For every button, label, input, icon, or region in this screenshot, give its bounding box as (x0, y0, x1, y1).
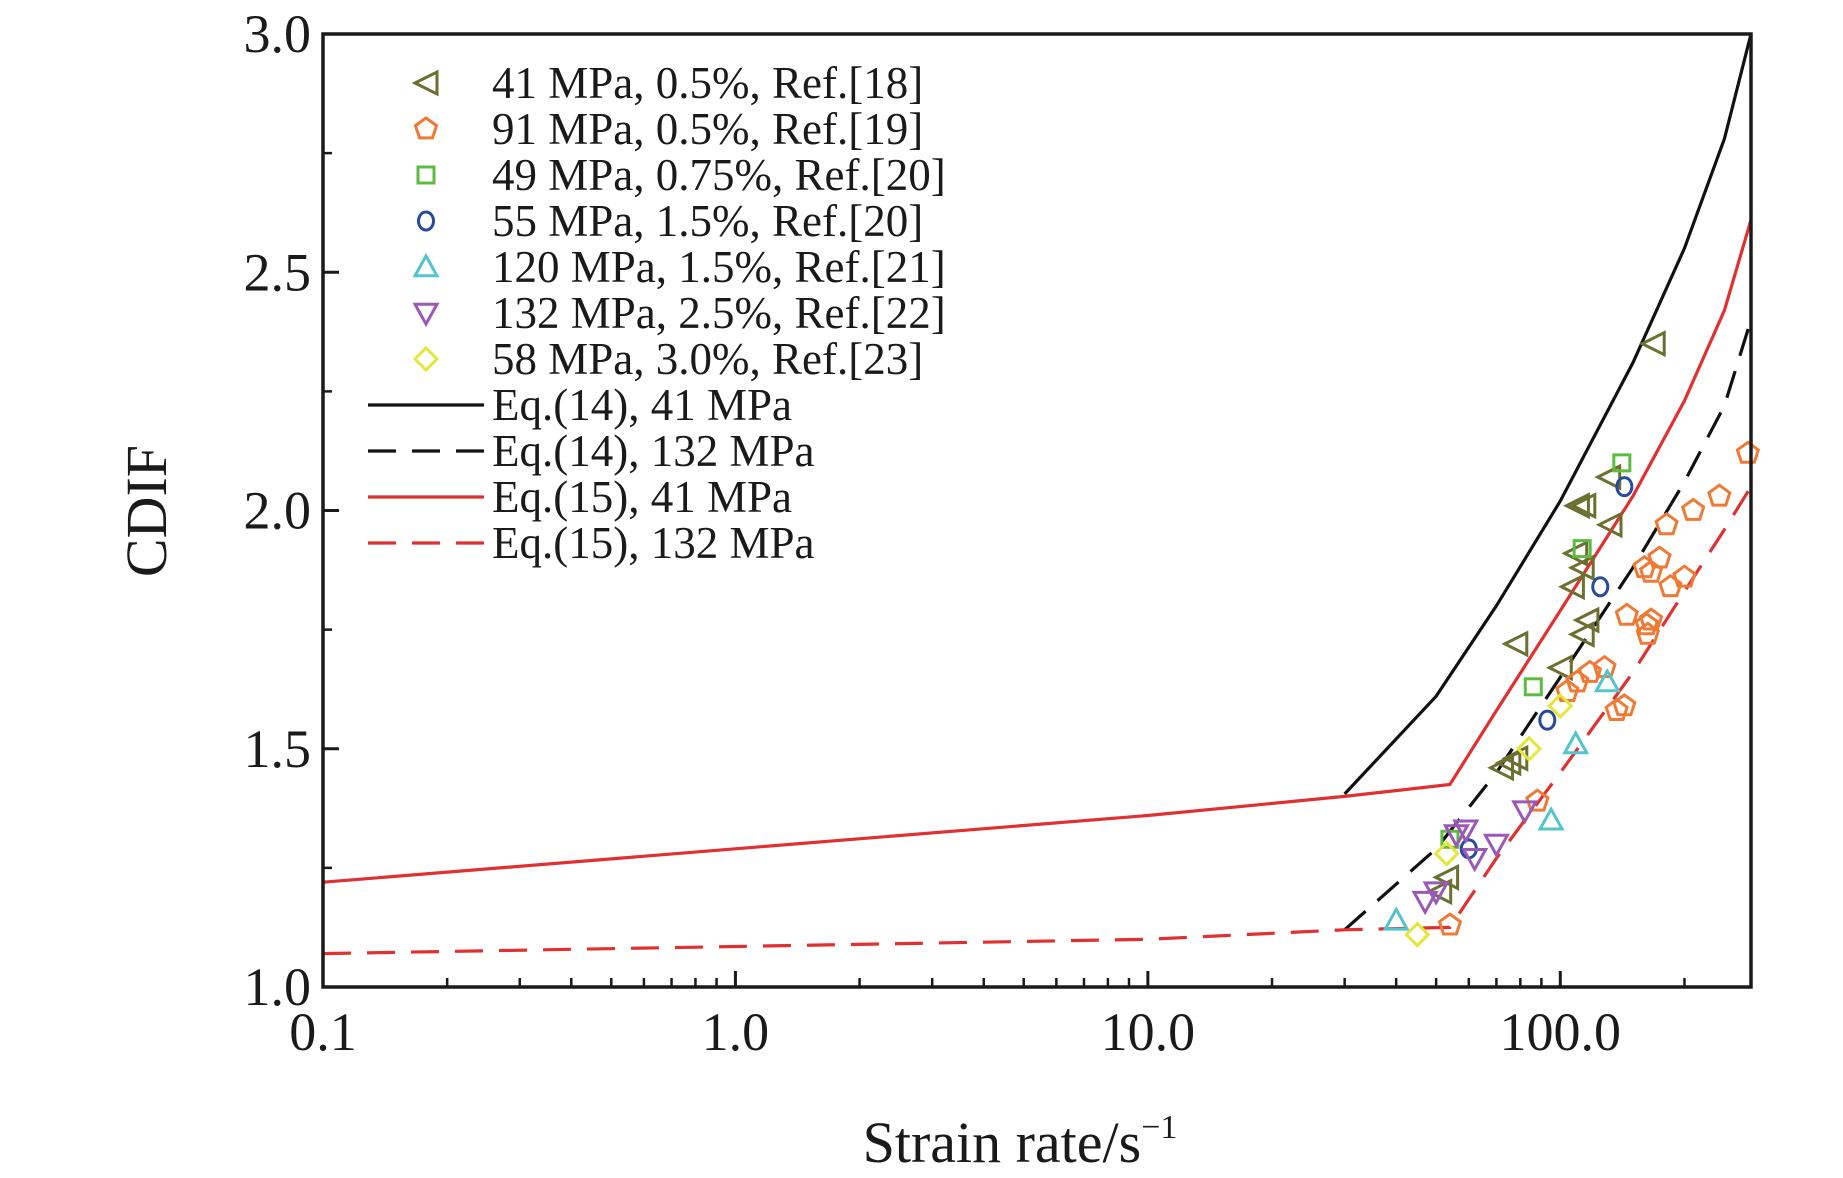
data-point (1437, 912, 1463, 936)
legend-label: 58 MPa, 3.0%, Ref.[23] (492, 334, 923, 384)
data-point (1638, 330, 1666, 358)
data-point (1567, 620, 1595, 648)
axis-ticks (321, 32, 1686, 989)
data-point (1487, 754, 1514, 782)
data-point (1515, 735, 1543, 762)
data-point (1567, 554, 1595, 582)
data-point (1594, 463, 1622, 491)
data-point (1482, 833, 1510, 859)
axis-tick-labels: 1.01.52.02.53.00.1 1.0 10.0 100.0 (244, 4, 1622, 1062)
curve-line (1343, 319, 1751, 931)
data-point (1572, 539, 1592, 559)
data-point (1658, 573, 1683, 598)
y-tick-label: 2.5 (244, 242, 312, 302)
legend-marker (411, 69, 439, 97)
data-point (1525, 788, 1550, 812)
legend-marker (413, 116, 439, 140)
curve-line (323, 485, 1751, 956)
data-point (1604, 697, 1629, 721)
data-point (1563, 492, 1590, 520)
legend-label: 55 MPa, 1.5%, Ref.[20] (492, 196, 923, 246)
data-point (1538, 709, 1557, 731)
legend-label: 49 MPa, 0.75%, Ref.[20] (492, 150, 946, 200)
data-point (1501, 630, 1529, 658)
data-point (1672, 564, 1697, 588)
legend-marker (416, 165, 436, 185)
data-point (1593, 667, 1621, 693)
data-point (1511, 800, 1539, 825)
data-point (1614, 602, 1640, 626)
data-point (1569, 492, 1597, 520)
data-point (1595, 511, 1623, 539)
y-tick-label: 1.5 (244, 719, 312, 779)
data-point (1382, 906, 1410, 931)
data-point (1591, 576, 1610, 598)
data-point (1442, 824, 1470, 849)
legend-label: Eq.(14), 41 MPa (492, 380, 792, 430)
x-axis-title-text: Strain rate/s (863, 1110, 1142, 1175)
data-point (1638, 607, 1664, 631)
data-point (1561, 539, 1589, 567)
data-point (1547, 692, 1574, 720)
data-point (1635, 621, 1661, 645)
legend-label: Eq.(14), 132 MPa (492, 426, 814, 476)
legend-label: Eq.(15), 41 MPa (492, 472, 792, 522)
data-point (1654, 511, 1679, 536)
x-axis-title-exponent: −1 (1141, 1109, 1177, 1146)
legend-marker (412, 252, 440, 278)
x-tick-label: 100.0 (1500, 1002, 1622, 1062)
data-point (1411, 890, 1439, 916)
data-point (1537, 806, 1565, 831)
data-point (1404, 921, 1431, 948)
legend-marker (412, 345, 440, 373)
legend: 41 MPa, 0.5%, Ref.[18]91 MPa, 0.5%, Ref.… (368, 58, 946, 568)
legend-label: 41 MPa, 0.5%, Ref.[18] (492, 58, 923, 108)
data-point (1612, 453, 1632, 473)
legend-marker (412, 302, 440, 328)
x-tick-label: 10.0 (1101, 1002, 1196, 1062)
data-point (1615, 476, 1634, 498)
data-point (1461, 848, 1489, 873)
y-tick-label: 2.0 (244, 481, 312, 541)
data-point (1707, 483, 1732, 507)
data-point (1577, 659, 1603, 683)
legend-label: 132 MPa, 2.5%, Ref.[22] (492, 288, 946, 338)
data-point (1452, 819, 1480, 844)
y-tick-label: 1.0 (244, 957, 312, 1017)
y-axis-title: CDIF (114, 445, 179, 577)
fit-curves (323, 34, 1751, 956)
data-point (1545, 654, 1573, 682)
data-point (1735, 440, 1761, 464)
legend-label: 120 MPa, 1.5%, Ref.[21] (492, 242, 946, 292)
data-point (1433, 840, 1460, 867)
x-tick-label: 0.1 (289, 1002, 357, 1062)
x-axis-title: Strain rate/s−1 (863, 1109, 1178, 1175)
curve-line (323, 219, 1751, 884)
y-tick-label: 3.0 (244, 4, 312, 64)
data-markers (1382, 330, 1761, 948)
data-point (1562, 729, 1590, 755)
data-point (1558, 573, 1585, 601)
data-point (1647, 545, 1672, 569)
legend-marker (417, 210, 435, 232)
data-point (1634, 612, 1659, 636)
legend-label: 91 MPa, 0.5%, Ref.[19] (492, 104, 923, 154)
x-tick-label: 1.0 (702, 1002, 770, 1062)
data-point (1680, 497, 1706, 521)
data-point (1638, 559, 1664, 583)
curve-line (1343, 34, 1751, 796)
legend-label: Eq.(15), 132 MPa (492, 518, 814, 568)
data-point (1523, 677, 1543, 697)
